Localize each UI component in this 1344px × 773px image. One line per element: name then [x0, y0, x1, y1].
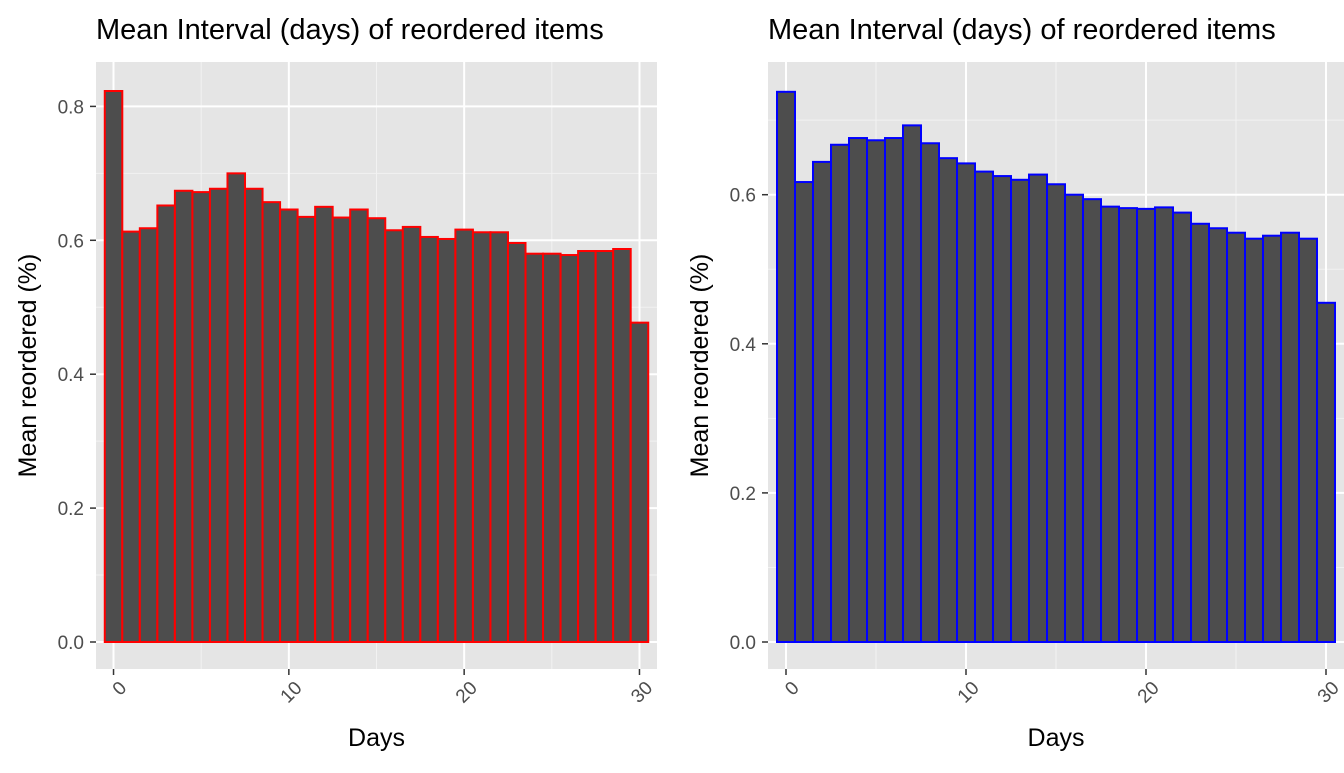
- bar-day-8: [920, 142, 940, 643]
- x-tick-label: 20: [452, 678, 482, 708]
- chart-title: Mean Interval (days) of reordered items: [768, 14, 1276, 46]
- bar-day-8: [244, 187, 264, 643]
- bar-day-0: [103, 90, 124, 643]
- bar-day-14: [1028, 173, 1048, 643]
- bar-day-20: [454, 228, 474, 643]
- y-tick-label: 0.0: [58, 633, 84, 654]
- bar-day-19: [436, 237, 457, 644]
- bar-day-4: [173, 189, 194, 643]
- bar-day-14: [349, 208, 369, 643]
- bar-day-15: [366, 217, 387, 644]
- bar-day-26: [1244, 237, 1264, 643]
- x-tick-label: 0: [781, 678, 803, 700]
- y-axis-title: Mean reordered (%): [14, 254, 42, 478]
- y-tick-label: 0.8: [58, 97, 84, 118]
- bar-day-7: [902, 124, 922, 644]
- bar-day-23: [506, 241, 527, 643]
- y-tick-label: 0.4: [58, 365, 85, 386]
- bar-day-3: [156, 204, 176, 644]
- bar-day-6: [884, 137, 904, 643]
- y-tick-label: 0.6: [58, 231, 84, 252]
- bar-day-7: [226, 172, 247, 643]
- bar-day-1: [794, 181, 814, 643]
- facet-panel-1: 0.0 0.2 0.4 0.6 0.8 0 10 20 30 Days Mean reordered…: [14, 14, 657, 752]
- x-tick-label: 30: [627, 678, 657, 708]
- bar-day-10: [279, 208, 299, 643]
- facet-panel-2: 0.0 0.2 0.4 0.6 0 10 20 30 Days Mean reordered (%…: [686, 14, 1344, 752]
- bar-day-29: [1298, 237, 1318, 643]
- x-axis-title: Days: [348, 724, 405, 752]
- y-tick-label: 0.6: [730, 186, 756, 207]
- bar-day-21: [471, 231, 492, 644]
- bar-day-23: [1190, 222, 1210, 644]
- bar-day-21: [1154, 206, 1174, 643]
- bar-day-6: [208, 187, 229, 643]
- x-tick-label: 30: [1314, 678, 1344, 708]
- bar-day-11: [974, 170, 994, 643]
- bar-day-24: [524, 252, 545, 643]
- x-tick-label: 10: [954, 678, 984, 708]
- y-tick-label: 0.4: [730, 335, 757, 356]
- bar-day-27: [577, 250, 597, 643]
- y-axis-title: Mean reordered (%): [686, 254, 714, 478]
- bar-day-22: [489, 231, 509, 644]
- bar-day-28: [594, 250, 615, 643]
- bar-day-9: [938, 157, 958, 643]
- bar-day-10: [956, 162, 976, 643]
- bar-day-5: [866, 139, 886, 643]
- bar-day-2: [138, 227, 159, 643]
- bar-day-30: [1316, 301, 1336, 643]
- bar-day-9: [261, 201, 282, 643]
- bar-day-15: [1046, 183, 1066, 643]
- bar-day-27: [1262, 234, 1282, 643]
- bar-day-12: [992, 175, 1012, 643]
- bar-day-4: [848, 137, 868, 643]
- x-tick-label: 20: [1134, 678, 1164, 708]
- bar-day-22: [1172, 211, 1192, 643]
- y-tick-label: 0.2: [730, 484, 756, 505]
- bar-day-0: [776, 90, 796, 643]
- x-tick-label: 0: [109, 678, 131, 700]
- chart-title: Mean Interval (days) of reordered items: [96, 14, 604, 46]
- bar-day-30: [629, 321, 650, 643]
- bar-day-16: [384, 229, 404, 643]
- y-tick-label: 0.0: [730, 633, 756, 654]
- bar-day-3: [830, 143, 850, 643]
- bar-day-26: [559, 254, 580, 643]
- bar-day-5: [191, 191, 211, 643]
- bar-day-17: [1082, 198, 1102, 643]
- bar-day-18: [1100, 205, 1120, 643]
- bar-day-13: [1010, 178, 1030, 643]
- bar-day-25: [542, 252, 562, 643]
- bar-day-11: [296, 215, 317, 643]
- bar-day-2: [812, 160, 832, 643]
- x-tick-label: 10: [277, 678, 307, 708]
- bar-day-24: [1208, 227, 1228, 643]
- bar-day-25: [1226, 231, 1246, 643]
- bar-day-17: [401, 225, 422, 643]
- bar-day-29: [612, 248, 632, 643]
- x-axis-title: Days: [1028, 724, 1085, 752]
- bar-day-20: [1136, 207, 1156, 644]
- bar-day-18: [419, 235, 439, 643]
- y-tick-label: 0.2: [58, 499, 84, 520]
- bar-day-16: [1064, 193, 1084, 643]
- bar-day-19: [1118, 207, 1138, 643]
- bar-day-13: [331, 216, 352, 643]
- bar-day-12: [314, 205, 334, 643]
- bar-day-1: [121, 230, 141, 643]
- bar-day-28: [1280, 231, 1300, 643]
